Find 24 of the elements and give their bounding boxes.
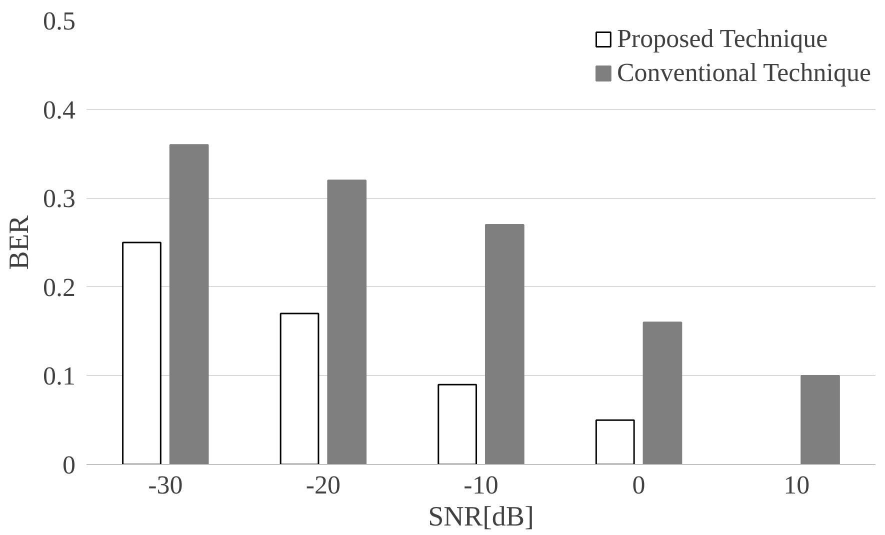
y-axis-title: BER: [4, 214, 35, 270]
x-tick-label: -20: [306, 470, 341, 500]
x-tick-label: 0: [632, 470, 646, 500]
y-tick-label: 0.3: [43, 184, 76, 214]
y-tick-label: 0.2: [43, 272, 76, 302]
bar: [169, 144, 209, 464]
bar: [122, 242, 162, 464]
legend-label: Conventional Technique: [616, 58, 871, 88]
bar: [642, 322, 682, 464]
bar: [484, 224, 524, 464]
y-tick-label: 0: [62, 450, 76, 480]
bar: [800, 374, 840, 464]
bar: [595, 419, 635, 464]
y-tick-label: 0.5: [43, 6, 76, 36]
bar: [438, 384, 478, 464]
x-tick-label: -10: [464, 470, 498, 500]
y-tick-label: 0.1: [43, 362, 76, 391]
legend-label: Proposed Technique: [616, 24, 828, 54]
x-axis-title: SNR[dB]: [428, 502, 534, 532]
bar: [327, 180, 367, 464]
x-tick-label: -30: [148, 470, 183, 500]
y-tick-label: 0.4: [43, 95, 76, 124]
x-tick-label: 10: [784, 470, 810, 500]
bar: [280, 312, 320, 464]
